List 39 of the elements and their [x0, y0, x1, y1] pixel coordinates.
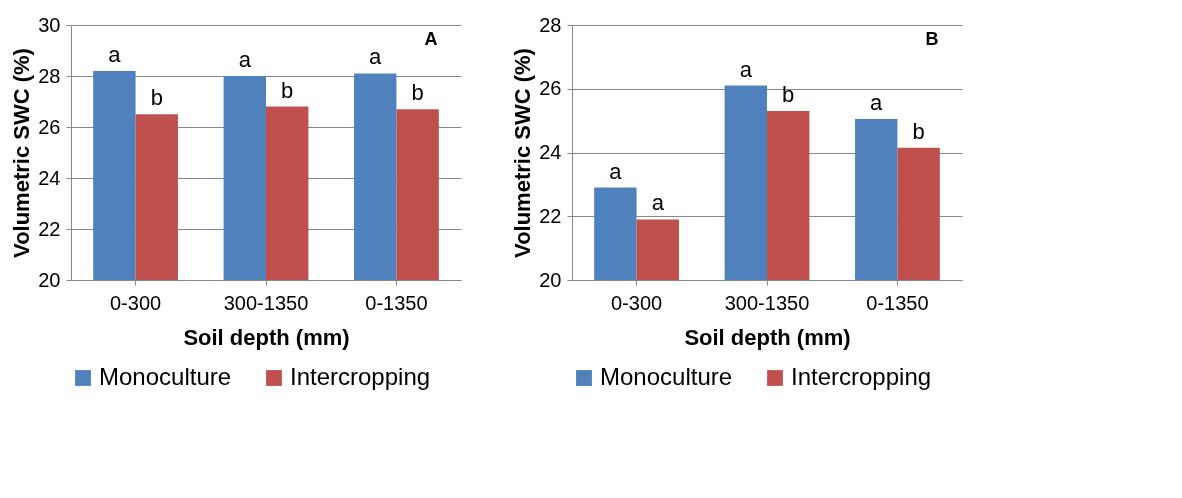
- x-tick-label: 300-1350: [223, 291, 309, 314]
- x-tick-label: 300-1350: [724, 291, 810, 314]
- annotation: b: [281, 77, 294, 103]
- legend-label: Intercropping: [290, 363, 431, 390]
- annotation: a: [870, 90, 884, 116]
- annotation: a: [739, 56, 753, 82]
- annotation: a: [369, 44, 383, 70]
- annotation: b: [912, 118, 925, 144]
- annotation: a: [651, 190, 665, 216]
- annotation: b: [150, 85, 163, 111]
- x-tick-label: 0-300: [109, 291, 162, 314]
- x-tick-label: 0-1350: [866, 291, 929, 314]
- y-axis-title: Volumetric SWC (%): [510, 48, 536, 258]
- annotation: a: [609, 158, 623, 184]
- y-tick-label: 26: [539, 77, 562, 100]
- y-tick-label: 20: [38, 268, 61, 291]
- annotation: B: [925, 29, 939, 49]
- x-axis-title: Soil depth (mm): [684, 324, 851, 350]
- y-tick-label: 22: [539, 204, 562, 227]
- x-axis-title: Soil depth (mm): [183, 324, 350, 350]
- annotation: b: [411, 80, 424, 106]
- legend-label: Monoculture: [600, 363, 733, 390]
- annotation: a: [108, 41, 122, 67]
- annotation: a: [238, 47, 252, 72]
- y-tick-label: 26: [38, 115, 61, 138]
- legend-label: Monoculture: [99, 363, 232, 390]
- x-tick-label: 0-1350: [365, 291, 428, 314]
- legend-label: Intercropping: [791, 363, 932, 390]
- annotation: b: [782, 82, 795, 108]
- y-tick-label: 28: [539, 13, 562, 36]
- annotation: A: [424, 29, 438, 49]
- y-tick-label: 22: [38, 217, 61, 240]
- y-tick-label: 24: [38, 166, 61, 189]
- y-tick-label: 28: [38, 64, 61, 87]
- x-tick-label: 0-300: [610, 291, 663, 314]
- y-axis-title: Volumetric SWC (%): [9, 48, 35, 258]
- y-tick-label: 30: [38, 13, 61, 36]
- y-tick-label: 24: [539, 141, 562, 163]
- y-tick-label: 20: [539, 268, 562, 291]
